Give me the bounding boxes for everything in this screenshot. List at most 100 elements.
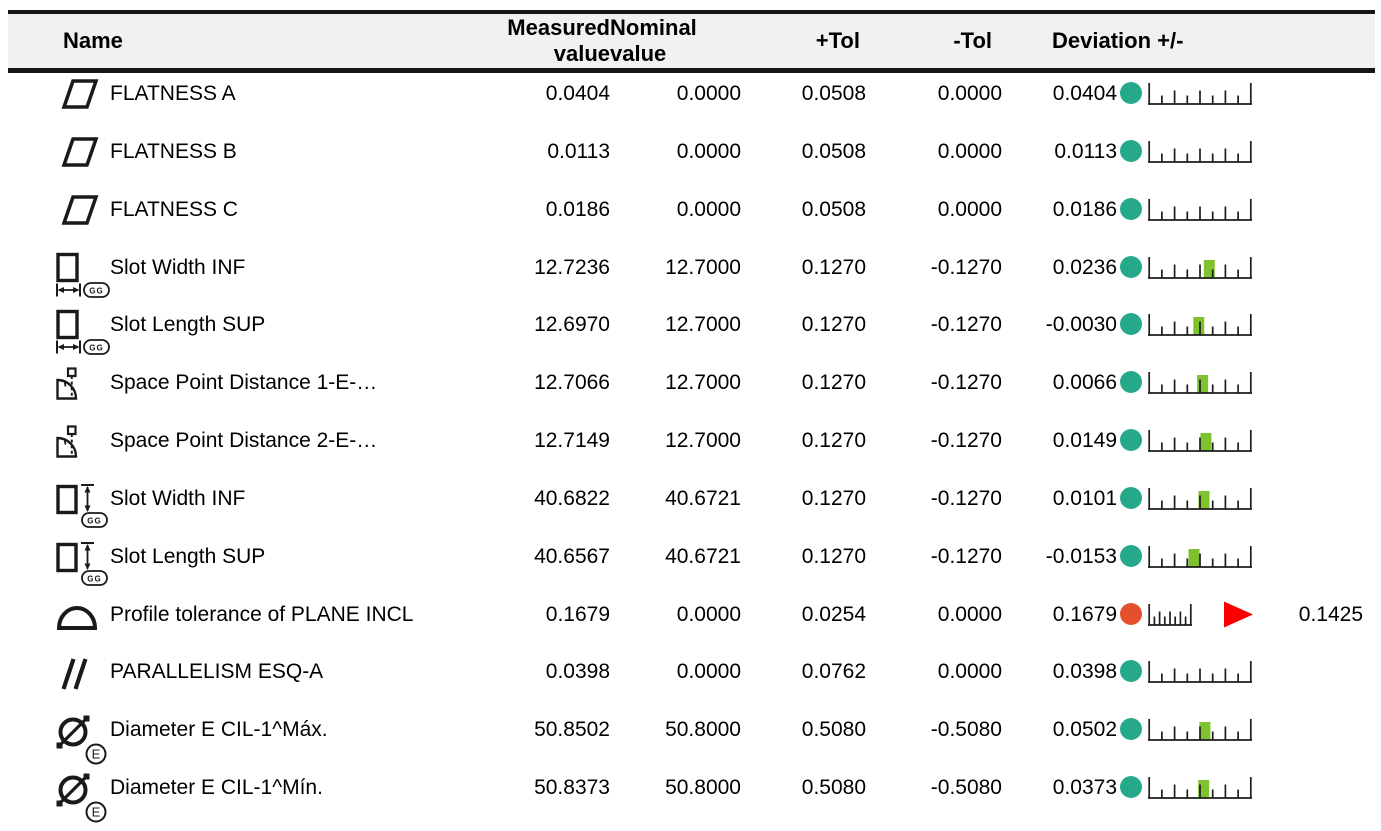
plus-tolerance: 0.0508 <box>801 82 866 105</box>
minus-tolerance: -0.5080 <box>930 718 1002 742</box>
deviation-scale <box>1148 545 1252 568</box>
measured-value: 50.8502 <box>534 718 610 742</box>
table-row[interactable]: E Diameter E CIL-1^Mín. 50.8373 50.8000 … <box>8 767 1375 825</box>
deviation-graphic <box>1117 304 1375 337</box>
minus-tolerance: 0.0000 <box>937 197 1002 221</box>
out-of-tolerance-arrow-icon <box>1223 601 1254 628</box>
minus-tolerance: -0.1270 <box>930 544 1002 568</box>
table-row[interactable]: GG Slot Length SUP 12.6970 12.7000 0.127… <box>8 304 1375 362</box>
nominal-value: 50.8000 <box>665 776 741 800</box>
minus-tolerance: -0.1270 <box>930 255 1002 279</box>
plus-tolerance: 0.1270 <box>801 429 866 453</box>
deviation-scale <box>1148 718 1252 742</box>
minus-tolerance: -0.5080 <box>930 776 1002 800</box>
flatness-icon <box>55 78 103 117</box>
in-tolerance-dot <box>1120 718 1142 741</box>
deviation-value: 0.0236 <box>1052 255 1117 279</box>
dimension-name: Space Point Distance 1-E-… <box>110 371 378 395</box>
deviation-scale <box>1148 603 1192 626</box>
svg-text:GG: GG <box>87 516 101 525</box>
in-tolerance-dot <box>1120 82 1142 104</box>
in-tolerance-dot <box>1120 371 1142 394</box>
out-of-tolerance-amount <box>1252 427 1375 428</box>
table-row[interactable]: GG Slot Length SUP 40.6567 40.6721 0.127… <box>8 536 1375 594</box>
deviation-graphic <box>1117 536 1375 568</box>
dimension-name: Diameter E CIL-1^Máx. <box>110 718 328 742</box>
measured-value: 12.7066 <box>534 371 610 395</box>
table-row[interactable]: FLATNESS C 0.0186 0.0000 0.0508 0.0000 0… <box>8 189 1375 247</box>
in-tolerance-dot <box>1120 429 1142 452</box>
deviation-graphic <box>1117 73 1375 105</box>
table-row[interactable]: E Diameter E CIL-1^Máx. 50.8502 50.8000 … <box>8 709 1375 767</box>
dimension-name: PARALLELISM ESQ-A <box>110 660 324 684</box>
deviation-scale <box>1148 487 1252 510</box>
out-of-tolerance-amount <box>1252 658 1375 659</box>
out-of-tolerance-amount <box>1252 716 1375 717</box>
deviation-scale <box>1148 313 1252 337</box>
dimension-name: Slot Width INF <box>110 255 246 279</box>
dimension-name: Slot Length SUP <box>110 544 266 568</box>
table-row[interactable]: PARALLELISM ESQ-A 0.0398 0.0000 0.0762 0… <box>8 651 1375 709</box>
deviation-value: -0.0153 <box>1045 544 1117 568</box>
deviation-graphic <box>1117 247 1375 279</box>
deviation-graphic <box>1117 767 1375 799</box>
dimension-name: FLATNESS B <box>110 139 237 163</box>
out-of-tolerance-amount: 0.1425 <box>1298 602 1363 626</box>
dimension-name: FLATNESS C <box>110 197 238 221</box>
deviation-scale <box>1148 776 1252 799</box>
in-tolerance-dot <box>1120 486 1142 509</box>
deviation-value: 0.0404 <box>1052 82 1117 105</box>
table-row[interactable]: GG Slot Width INF 12.7236 12.7000 0.1270… <box>8 247 1375 305</box>
out-of-tolerance-amount <box>1252 254 1375 255</box>
nominal-value: 40.6721 <box>665 544 741 568</box>
table-row[interactable]: Profile tolerance of PLANE INCL 0.1679 0… <box>8 594 1375 652</box>
in-tolerance-dot <box>1120 139 1142 162</box>
table-row[interactable]: GG Slot Width INF 40.6822 40.6721 0.1270… <box>8 478 1375 536</box>
nominal-value: 0.0000 <box>676 660 741 684</box>
deviation-graphic <box>1117 420 1375 452</box>
deviation-value: 0.0066 <box>1052 371 1117 395</box>
table-row[interactable]: Space Point Distance 1-E-… 12.7066 12.70… <box>8 362 1375 420</box>
deviation-value: 0.0149 <box>1052 429 1117 453</box>
deviation-scale <box>1148 660 1252 684</box>
nominal-value: 0.0000 <box>676 82 741 105</box>
table-row[interactable]: FLATNESS A 0.0404 0.0000 0.0508 0.0000 0… <box>8 73 1375 131</box>
slot-width-vertical-icon: GG <box>55 541 113 595</box>
dimension-name: FLATNESS A <box>110 82 236 105</box>
minus-tolerance: 0.0000 <box>937 660 1002 684</box>
minus-tolerance: -0.1270 <box>930 313 1002 337</box>
in-tolerance-dot <box>1120 660 1142 683</box>
measured-value: 0.0113 <box>547 139 610 163</box>
column-header-name: Name <box>63 28 123 53</box>
deviation-value: 0.0186 <box>1052 197 1117 221</box>
out-of-tolerance-amount <box>1252 138 1375 139</box>
svg-text:E: E <box>92 747 101 762</box>
deviation-value: 0.0398 <box>1052 660 1117 684</box>
deviation-scale <box>1148 198 1252 221</box>
in-tolerance-dot <box>1120 544 1142 567</box>
in-tolerance-dot <box>1120 255 1142 278</box>
nominal-value: 0.0000 <box>676 602 741 626</box>
svg-text:GG: GG <box>89 286 103 295</box>
deviation-value: 0.0373 <box>1052 776 1117 800</box>
measured-value: 0.0186 <box>545 197 610 221</box>
out-of-tolerance-amount <box>1252 80 1375 81</box>
deviation-graphic <box>1117 651 1375 684</box>
plus-tolerance: 0.0254 <box>801 602 866 626</box>
table-row[interactable]: Space Point Distance 2-E-… 12.7149 12.70… <box>8 420 1375 478</box>
space-point-distance-icon <box>55 425 101 472</box>
measured-value: 0.1679 <box>545 602 610 626</box>
plus-tolerance: 0.5080 <box>801 718 866 742</box>
measured-value: 40.6567 <box>534 544 610 568</box>
measured-value: 12.6970 <box>534 313 610 337</box>
measured-value: 12.7236 <box>534 255 610 279</box>
slot-width-horizontal-icon: GG <box>55 309 111 363</box>
measured-value: 0.0398 <box>545 660 610 684</box>
minus-tolerance: -0.1270 <box>930 429 1002 453</box>
nominal-value: 12.7000 <box>665 371 741 395</box>
flatness-icon <box>55 194 103 233</box>
dimension-name: Space Point Distance 2-E-… <box>110 429 378 453</box>
dimension-name: Diameter E CIL-1^Mín. <box>110 776 323 800</box>
table-row[interactable]: FLATNESS B 0.0113 0.0000 0.0508 0.0000 0… <box>8 131 1375 189</box>
dimension-name: Slot Width INF <box>110 486 246 510</box>
